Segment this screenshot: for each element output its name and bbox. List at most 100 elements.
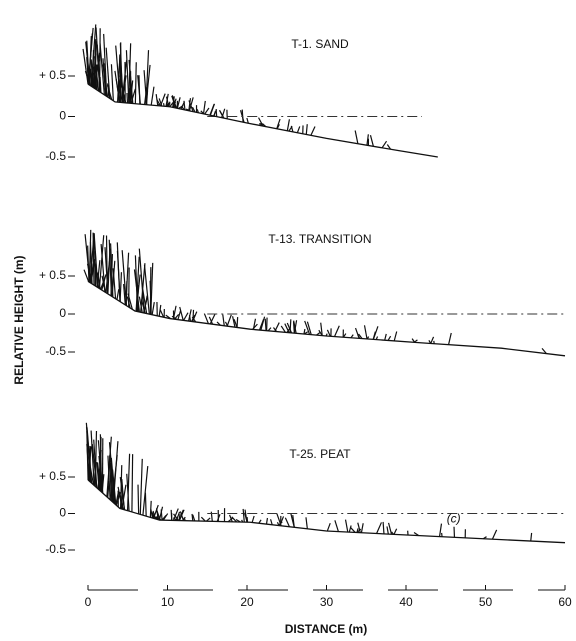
plant-stroke <box>103 63 108 97</box>
plant-stroke <box>128 59 134 104</box>
plant-stroke <box>111 454 118 502</box>
plant-stroke <box>140 263 146 313</box>
plant-stroke <box>264 318 267 331</box>
plant-stroke <box>96 44 102 93</box>
plant-stroke <box>209 314 216 325</box>
plant-stroke <box>99 436 102 491</box>
plant-stroke <box>202 100 206 114</box>
plant-stroke <box>105 235 108 294</box>
x-tick-label: 60 <box>558 595 572 609</box>
plant-stroke <box>149 500 152 518</box>
plant-stroke <box>92 232 95 286</box>
plant-stroke <box>382 521 385 534</box>
plant-stroke <box>289 319 292 333</box>
plant-stroke <box>284 323 290 333</box>
plant-stroke <box>284 517 290 528</box>
plant-stroke <box>241 109 244 123</box>
plant-stroke <box>172 98 177 108</box>
plant-stroke <box>216 514 221 522</box>
plant-stroke <box>125 281 128 306</box>
plant-stroke <box>144 492 147 517</box>
plant-stroke <box>111 260 116 297</box>
plant-stroke <box>86 443 91 482</box>
y-tick-label: 0 <box>59 306 66 320</box>
plant-stroke <box>191 513 194 521</box>
y-tick-label: -0.5 <box>45 344 66 358</box>
plant-stroke <box>160 509 163 521</box>
plant-stroke <box>83 269 90 282</box>
plant-stroke <box>158 304 162 317</box>
plant-stroke <box>280 325 286 333</box>
plant-stroke <box>134 62 137 104</box>
y-tick-label: + 0.5 <box>39 469 66 483</box>
plant-stroke <box>123 284 126 305</box>
plant-stroke <box>296 126 301 133</box>
plant-stroke <box>227 517 234 523</box>
plant-stroke <box>270 519 273 525</box>
plant-stroke <box>107 455 111 500</box>
plant-stroke <box>252 323 258 330</box>
plant-stroke <box>178 514 181 521</box>
plant-stroke <box>244 512 248 523</box>
plant-stroke <box>305 517 308 529</box>
plant-stroke <box>246 117 249 124</box>
plant-stroke <box>167 101 171 107</box>
plant-stroke <box>393 528 398 535</box>
plant-stroke <box>303 328 306 335</box>
plant-stroke <box>222 314 225 326</box>
plant-stroke <box>142 289 148 314</box>
plant-stroke <box>188 98 192 111</box>
plant-stroke <box>89 69 93 87</box>
plant-stroke <box>354 130 359 144</box>
plant-stroke <box>304 320 311 335</box>
panel-title: T-13. TRANSITION <box>268 232 371 246</box>
y-tick-label: 0 <box>59 109 66 123</box>
plant-stroke <box>118 492 124 510</box>
plant-stroke <box>208 316 214 325</box>
plant-stroke <box>127 293 133 310</box>
plant-stroke <box>96 462 101 491</box>
plant-stroke <box>126 453 131 511</box>
plant-stroke <box>156 99 161 107</box>
plant-stroke <box>276 118 281 129</box>
plant-stroke <box>87 245 90 282</box>
plant-stroke <box>293 320 297 334</box>
plant-stroke <box>387 522 393 535</box>
y-axis-label: RELATIVE HEIGHT (m) <box>12 255 26 384</box>
x-tick-label: 30 <box>320 595 334 609</box>
plant-stroke <box>251 515 255 523</box>
plant-stroke <box>107 83 111 99</box>
plant-stroke <box>106 436 112 497</box>
panel-title: T-25. PEAT <box>289 447 351 461</box>
plant-stroke <box>191 106 196 113</box>
plant-stroke <box>366 134 369 146</box>
plant-stroke <box>224 321 229 327</box>
plant-stroke <box>139 458 143 515</box>
plant-stroke <box>333 325 340 337</box>
plant-stroke <box>116 242 121 302</box>
plant-stroke <box>305 124 308 135</box>
plant-stroke <box>188 97 194 112</box>
plant-stroke <box>110 64 114 101</box>
plant-stroke <box>203 313 209 324</box>
plant-stroke <box>159 309 165 318</box>
plant-stroke <box>131 454 134 512</box>
plant-stroke <box>90 430 95 486</box>
plant-stroke <box>320 322 323 336</box>
plant-stroke <box>326 522 331 532</box>
plant-stroke <box>360 523 364 533</box>
plant-stroke <box>180 101 186 110</box>
plant-stroke <box>145 50 150 105</box>
x-tick-label: 40 <box>399 595 413 609</box>
panel-title: T-1. SAND <box>291 37 349 51</box>
plant-stroke <box>387 335 392 341</box>
plant-stroke <box>116 289 120 300</box>
plant-stroke <box>310 126 316 136</box>
x-tick-label: 0 <box>85 595 92 609</box>
plant-stroke <box>150 86 155 106</box>
plant-stroke <box>369 135 374 147</box>
ground-profile <box>87 280 566 357</box>
plant-stroke <box>258 319 265 331</box>
plant-stroke <box>209 103 215 116</box>
